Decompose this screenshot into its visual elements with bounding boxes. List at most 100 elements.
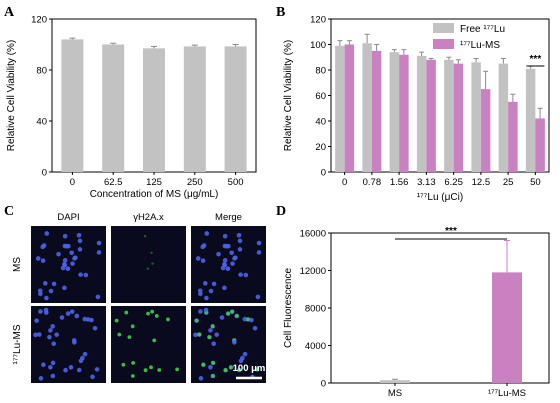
nucleus-dapi [43, 307, 49, 313]
nucleus-dapi [243, 272, 249, 278]
foci-h2ax [146, 267, 150, 270]
nucleus-dapi [50, 324, 55, 329]
micrograph-image [191, 306, 266, 383]
y-tick-label: 0 [321, 379, 326, 390]
x-tick-label: 6.25 [444, 177, 463, 188]
nucleus-dapi [214, 332, 219, 337]
foci-h2ax [207, 335, 212, 340]
bar-free-lu [525, 68, 536, 172]
micrograph-row-label: ¹⁷⁷Lu-MS [12, 324, 23, 364]
nucleus-dapi [208, 288, 214, 294]
x-tick-label: 0 [70, 177, 75, 188]
bar-free-lu [471, 62, 481, 172]
nucleus-dapi [225, 266, 231, 271]
y-tick-label: 80 [36, 66, 47, 77]
bar-lu-ms [480, 89, 491, 172]
nucleus-dapi [230, 261, 235, 266]
y-tick-label: 4000 [305, 341, 326, 352]
nucleus-dapi [208, 365, 213, 370]
micrograph-image [31, 226, 106, 303]
micrograph-image [111, 226, 186, 303]
legend-label-lu-ms: ¹⁷⁷Lu-MS [460, 40, 500, 51]
nucleus-dapi [38, 309, 43, 314]
panel-b-chart: 0 20 40 60 80 100 120 0 0.78 1.56 3.13 6.25 12.5 25 50… [283, 15, 550, 203]
foci-h2ax [229, 365, 233, 370]
bar-free-lu [444, 59, 454, 172]
foci-h2ax [130, 324, 135, 329]
nucleus-dapi [201, 243, 207, 248]
foci-h2ax [149, 365, 153, 370]
foci-h2ax [194, 318, 199, 323]
nucleus-dapi [38, 291, 43, 297]
foci-h2ax [143, 368, 148, 373]
y-tick-label: 100 [310, 40, 326, 51]
nucleus-dapi [62, 233, 68, 239]
nucleus-dapi [37, 288, 43, 293]
nucleus-dapi [200, 258, 206, 263]
panel-b-letter: B [276, 5, 285, 20]
nucleus-dapi [90, 374, 95, 380]
bar [224, 46, 247, 172]
nucleus-dapi [50, 360, 56, 366]
micrograph-image [191, 226, 266, 303]
nucleus-dapi [42, 281, 48, 286]
panel-a-chart: 0 40 80 120 0 62.5 125 250 500 Concentration of M… [6, 15, 257, 200]
foci-h2ax [130, 374, 135, 378]
nucleus-dapi [69, 309, 75, 314]
foci-h2ax [121, 362, 126, 367]
nucleus-dapi [63, 367, 68, 373]
foci-h2ax [151, 262, 154, 265]
nucleus-dapi [48, 288, 54, 294]
nucleus-dapi [222, 258, 228, 263]
nucleus-dapi [202, 281, 208, 286]
nucleus-dapi [229, 250, 234, 256]
panel-c-letter: C [4, 204, 14, 219]
nucleus-dapi [51, 341, 57, 346]
nucleus-dapi [255, 294, 261, 300]
nucleus-dapi [78, 272, 83, 277]
nucleus-dapi [216, 251, 221, 257]
panel-a-letter: A [4, 5, 15, 20]
nucleus-dapi [40, 258, 46, 263]
foci-h2ax [175, 367, 179, 372]
x-tick-label: 62.5 [104, 177, 123, 188]
x-tick-label: 500 [228, 177, 244, 188]
panel-d-chart: 0 4000 8000 12000 16000 MS ¹⁷⁷Lu-MS *** Cell Flu… [283, 226, 550, 399]
x-tick-label: 250 [187, 177, 203, 188]
bar-lu-ms [344, 44, 355, 172]
nucleus-dapi [80, 355, 85, 361]
nucleus-dapi [70, 261, 75, 266]
foci-h2ax [154, 314, 159, 318]
y-tick-label: 120 [31, 15, 47, 26]
foci-h2ax [246, 317, 250, 322]
bar [183, 46, 206, 172]
foci-h2ax [143, 235, 147, 238]
nucleus-dapi [62, 258, 68, 263]
bar [61, 39, 84, 173]
nucleus-dapi [96, 240, 102, 246]
foci-h2ax [124, 310, 129, 315]
foci-h2ax [210, 374, 215, 378]
x-axis-label: ¹⁷⁷Lu (μCi) [417, 192, 463, 203]
nucleus-dapi [48, 328, 53, 333]
panel-d-letter: D [276, 204, 286, 219]
nucleus-dapi [204, 295, 209, 301]
bar-free-lu [389, 52, 400, 172]
nucleus-dapi [76, 367, 82, 373]
nucleus-dapi [77, 247, 83, 252]
nucleus-dapi [48, 365, 53, 370]
nucleus-dapi [211, 341, 217, 346]
legend-swatch-free-lu [433, 23, 454, 33]
y-tick-label: 40 [36, 117, 47, 128]
bar-free-lu [416, 55, 427, 172]
y-tick-label: 0 [42, 168, 47, 179]
nucleus-dapi [51, 281, 57, 287]
micrograph-row-label: MS [12, 257, 23, 272]
nucleus-dapi [44, 231, 50, 236]
nucleus-dapi [89, 317, 94, 323]
foci-h2ax [150, 309, 155, 314]
nucleus-dapi [198, 309, 203, 314]
y-tick-label: 40 [315, 117, 326, 128]
micrograph-column-label: DAPI [57, 212, 79, 223]
nucleus-dapi [195, 256, 201, 261]
